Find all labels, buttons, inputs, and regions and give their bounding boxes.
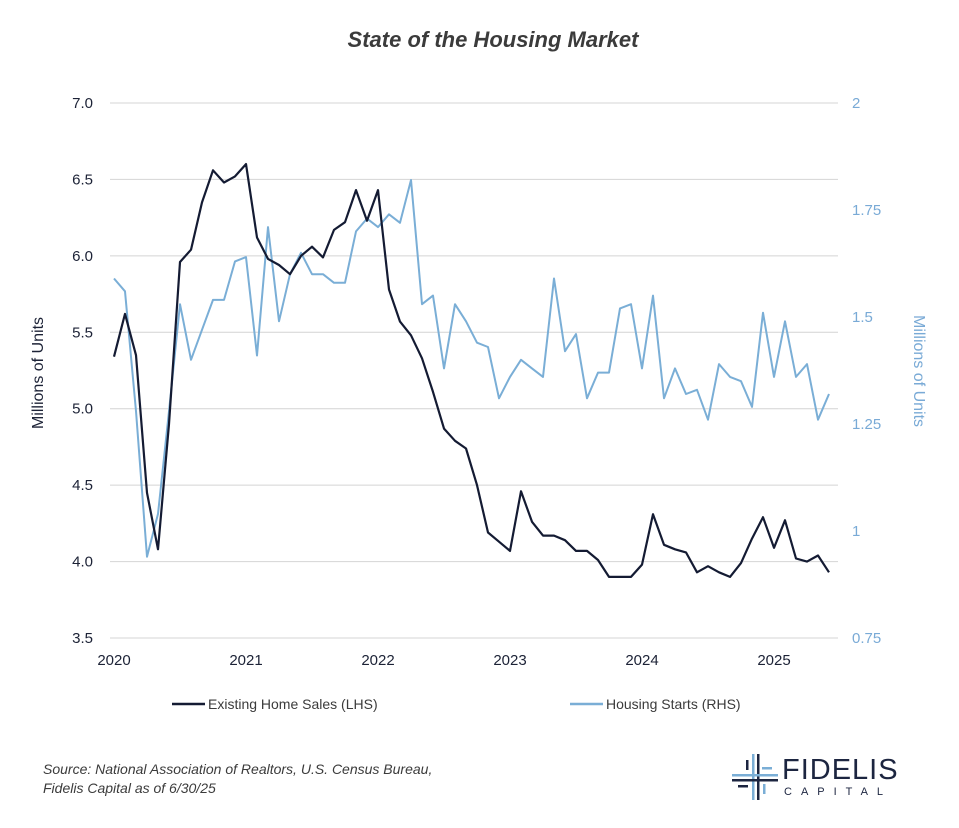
- left-tick-label: 6.5: [72, 171, 93, 188]
- right-axis-ticks: 2 1.75 1.5 1.25 1 0.75: [852, 95, 881, 647]
- chart: State of the Housing Market 7.0 6.5 6.0 5.5…: [30, 27, 927, 712]
- fidelis-logo: FIDELIS CAPITAL: [730, 752, 920, 804]
- chart-title: State of the Housing Market: [348, 27, 641, 52]
- right-tick-label: 1: [852, 523, 860, 540]
- logo-subtitle: CAPITAL: [784, 786, 893, 798]
- legend-label-existing-home-sales: Existing Home Sales (LHS): [208, 696, 378, 712]
- legend: Existing Home Sales (LHS) Housing Starts…: [172, 696, 741, 712]
- right-tick-label: 0.75: [852, 630, 881, 647]
- x-tick-label: 2021: [229, 652, 262, 669]
- x-tick-label: 2025: [757, 652, 790, 669]
- right-tick-label: 1.5: [852, 309, 873, 326]
- left-axis-ticks: 7.0 6.5 6.0 5.5 5.0 4.5 4.0 3.5: [72, 95, 93, 647]
- source-line-1: Source: National Association of Realtors…: [43, 761, 433, 777]
- left-tick-label: 4.0: [72, 554, 93, 571]
- x-tick-label: 2024: [625, 652, 658, 669]
- x-axis-ticks: 2020 2021 2022 2023 2024 2025: [97, 652, 790, 669]
- legend-label-housing-starts: Housing Starts (RHS): [606, 696, 741, 712]
- left-axis-title: Millions of Units: [30, 317, 47, 429]
- source-line-2: Fidelis Capital as of 6/30/25: [43, 780, 216, 796]
- existing-home-sales-line: [112, 163, 830, 579]
- gridlines: [110, 102, 838, 639]
- left-tick-label: 3.5: [72, 630, 93, 647]
- left-tick-label: 6.0: [72, 248, 93, 265]
- right-axis-title: Millions of Units: [910, 315, 927, 427]
- left-tick-label: 7.0: [72, 95, 93, 112]
- x-tick-label: 2020: [97, 652, 130, 669]
- series-lines: [112, 163, 830, 579]
- x-tick-label: 2023: [493, 652, 526, 669]
- logo-name: FIDELIS: [782, 754, 899, 786]
- x-tick-label: 2022: [361, 652, 394, 669]
- housing-starts-line: [113, 179, 830, 558]
- left-tick-label: 5.0: [72, 401, 93, 418]
- left-tick-label: 5.5: [72, 324, 93, 341]
- right-tick-label: 1.75: [852, 202, 881, 219]
- right-tick-label: 1.25: [852, 416, 881, 433]
- right-tick-label: 2: [852, 95, 860, 112]
- fidelis-mark-icon: [732, 754, 778, 800]
- source-note: Source: National Association of Realtors…: [43, 760, 432, 798]
- left-tick-label: 4.5: [72, 477, 93, 494]
